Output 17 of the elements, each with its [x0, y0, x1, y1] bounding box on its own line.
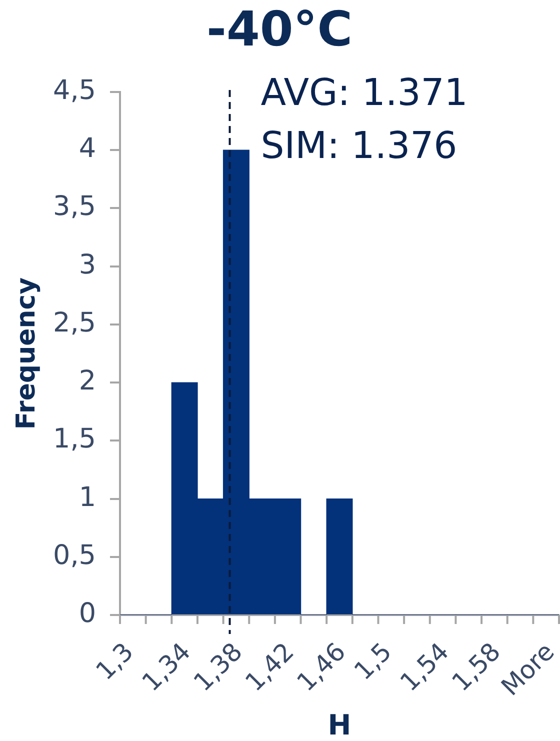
y-tick-label: 3,5 [53, 191, 96, 222]
y-tick-label: 2 [78, 366, 96, 397]
y-tick-label: 3 [78, 249, 96, 280]
y-tick-label: 1,5 [53, 424, 96, 455]
annotation: AVG: 1.371 [260, 71, 468, 114]
y-tick-label: 1 [78, 482, 96, 513]
x-tick-label: 1,5 [348, 636, 398, 686]
y-tick-label: 4 [78, 133, 96, 164]
chart-title: -40°C [206, 1, 352, 58]
y-tick-label: 2,5 [53, 307, 96, 338]
y-axis-title: Frequency [11, 277, 42, 430]
x-tick-label: 1,3 [90, 636, 139, 686]
y-tick-label: 0,5 [53, 540, 96, 571]
y-tick-label: 0 [78, 598, 96, 630]
x-axis-title: H [328, 708, 352, 741]
annotation: SIM: 1.376 [260, 124, 458, 167]
y-tick-label: 4,5 [53, 75, 96, 106]
